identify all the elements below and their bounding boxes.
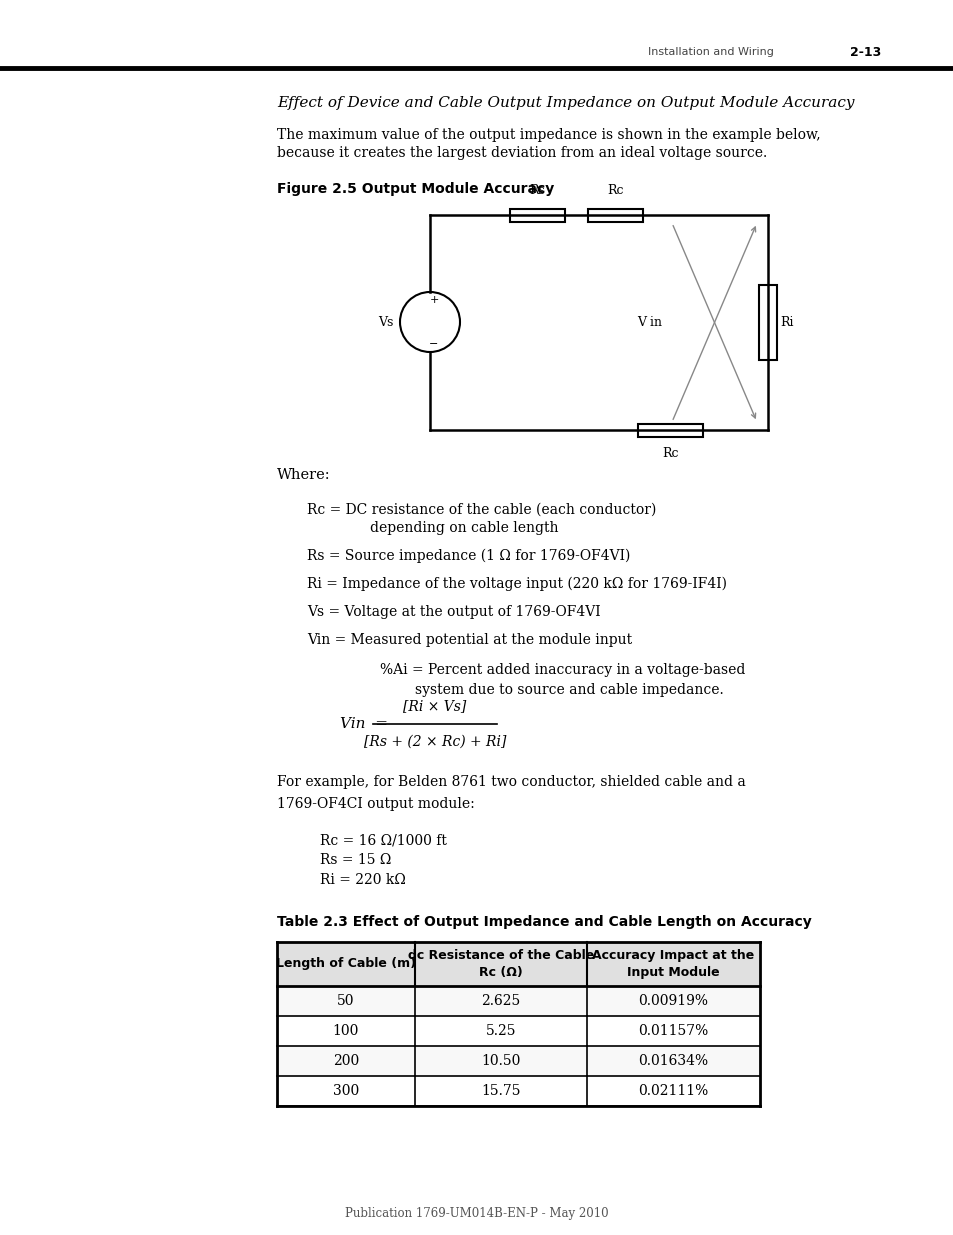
- Text: Vin  =: Vin =: [339, 718, 388, 731]
- Bar: [276, 1016, 760, 1046]
- Bar: [276, 942, 760, 986]
- Text: %Ai = Percent added inaccuracy in a voltage-based: %Ai = Percent added inaccuracy in a volt…: [379, 663, 744, 677]
- Text: Ri = 220 kΩ: Ri = 220 kΩ: [319, 873, 405, 887]
- Text: Rc = DC resistance of the cable (each conductor): Rc = DC resistance of the cable (each co…: [307, 503, 656, 517]
- Text: 1769-OF4CI output module:: 1769-OF4CI output module:: [276, 797, 475, 811]
- Text: Vin = Measured potential at the module input: Vin = Measured potential at the module i…: [307, 634, 632, 647]
- Text: Length of Cable (m): Length of Cable (m): [275, 957, 416, 971]
- Text: 0.00919%: 0.00919%: [638, 994, 708, 1008]
- Text: 0.01157%: 0.01157%: [638, 1024, 708, 1037]
- Text: 15.75: 15.75: [480, 1084, 520, 1098]
- Text: Rs = 15 Ω: Rs = 15 Ω: [319, 853, 391, 867]
- Text: The maximum value of the output impedance is shown in the example below,: The maximum value of the output impedanc…: [276, 128, 820, 142]
- Text: +: +: [429, 295, 438, 305]
- Text: Rc: Rc: [607, 184, 623, 198]
- Text: system due to source and cable impedance.: system due to source and cable impedance…: [415, 683, 723, 697]
- Text: because it creates the largest deviation from an ideal voltage source.: because it creates the largest deviation…: [276, 146, 766, 161]
- Text: Rs = Source impedance (1 Ω for 1769-OF4VI): Rs = Source impedance (1 Ω for 1769-OF4V…: [307, 548, 630, 563]
- Text: Vs: Vs: [378, 315, 394, 329]
- Text: 200: 200: [333, 1053, 358, 1068]
- Bar: [638, 424, 702, 436]
- Bar: [276, 1076, 760, 1107]
- Bar: [759, 284, 776, 359]
- Text: For example, for Belden 8761 two conductor, shielded cable and a: For example, for Belden 8761 two conduct…: [276, 776, 745, 789]
- Bar: [510, 209, 564, 221]
- Bar: [276, 1046, 760, 1076]
- Text: Where:: Where:: [276, 468, 331, 482]
- Text: Installation and Wiring: Installation and Wiring: [647, 47, 773, 57]
- Text: depending on cable length: depending on cable length: [370, 521, 558, 535]
- Bar: [276, 986, 760, 1016]
- Text: dc Resistance of the Cable
Rc (Ω): dc Resistance of the Cable Rc (Ω): [407, 948, 594, 979]
- Text: [Ri × Vs]: [Ri × Vs]: [403, 699, 466, 713]
- Text: Rc = 16 Ω/1000 ft: Rc = 16 Ω/1000 ft: [319, 832, 446, 847]
- Text: 0.02111%: 0.02111%: [638, 1084, 708, 1098]
- Text: Figure 2.5 Output Module Accuracy: Figure 2.5 Output Module Accuracy: [276, 182, 554, 196]
- Text: Publication 1769-UM014B-EN-P - May 2010: Publication 1769-UM014B-EN-P - May 2010: [345, 1207, 608, 1219]
- Text: Accuracy Impact at the
Input Module: Accuracy Impact at the Input Module: [592, 948, 754, 979]
- Text: Rc: Rc: [661, 447, 678, 459]
- Text: Ri: Ri: [780, 315, 793, 329]
- Text: 300: 300: [333, 1084, 358, 1098]
- Text: 2.625: 2.625: [480, 994, 520, 1008]
- Text: 10.50: 10.50: [480, 1053, 520, 1068]
- Text: Vs = Voltage at the output of 1769-OF4VI: Vs = Voltage at the output of 1769-OF4VI: [307, 605, 600, 619]
- Text: Rs: Rs: [529, 184, 545, 198]
- Text: Ri = Impedance of the voltage input (220 kΩ for 1769-IF4I): Ri = Impedance of the voltage input (220…: [307, 577, 726, 592]
- Text: Table 2.3 Effect of Output Impedance and Cable Length on Accuracy: Table 2.3 Effect of Output Impedance and…: [276, 915, 811, 929]
- Text: 2-13: 2-13: [849, 46, 881, 58]
- Text: Effect of Device and Cable Output Impedance on Output Module Accuracy: Effect of Device and Cable Output Impeda…: [276, 96, 854, 110]
- Text: 50: 50: [336, 994, 355, 1008]
- Text: V in: V in: [637, 315, 661, 329]
- Text: [Rs + (2 × Rc) + Ri]: [Rs + (2 × Rc) + Ri]: [363, 735, 506, 748]
- Text: 0.01634%: 0.01634%: [638, 1053, 708, 1068]
- Text: 5.25: 5.25: [485, 1024, 516, 1037]
- Text: −: −: [429, 338, 438, 350]
- Bar: [587, 209, 642, 221]
- Text: 100: 100: [333, 1024, 358, 1037]
